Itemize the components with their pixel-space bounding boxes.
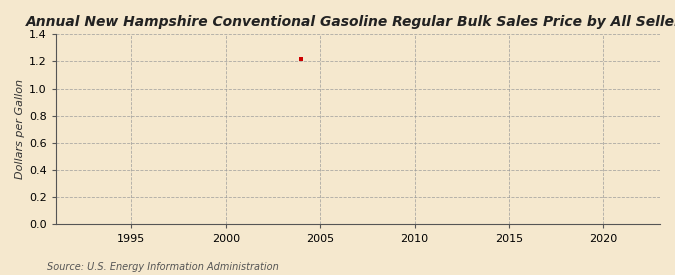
Y-axis label: Dollars per Gallon: Dollars per Gallon [15,79,25,179]
Title: Annual New Hampshire Conventional Gasoline Regular Bulk Sales Price by All Selle: Annual New Hampshire Conventional Gasoli… [26,15,675,29]
Text: Source: U.S. Energy Information Administration: Source: U.S. Energy Information Administ… [47,262,279,272]
